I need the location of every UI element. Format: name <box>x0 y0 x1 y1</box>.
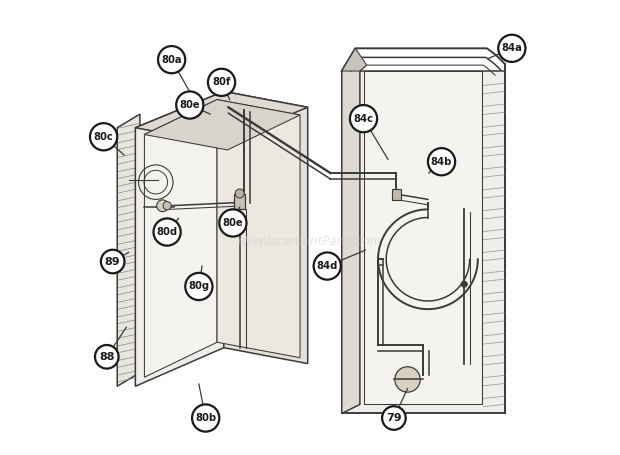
Text: 80b: 80b <box>195 413 216 423</box>
Circle shape <box>382 406 405 430</box>
Polygon shape <box>217 100 300 358</box>
Text: 84b: 84b <box>431 157 452 167</box>
Text: 80e: 80e <box>223 218 243 228</box>
Circle shape <box>350 105 377 132</box>
Circle shape <box>154 218 180 246</box>
Text: 80c: 80c <box>94 132 113 142</box>
Circle shape <box>157 200 169 212</box>
Text: 79: 79 <box>386 413 402 423</box>
Circle shape <box>235 189 244 198</box>
Circle shape <box>90 123 117 151</box>
Polygon shape <box>135 91 224 386</box>
Polygon shape <box>224 91 308 364</box>
Circle shape <box>314 253 341 280</box>
Circle shape <box>192 404 219 432</box>
Polygon shape <box>392 189 401 200</box>
Text: 84c: 84c <box>353 114 373 124</box>
Polygon shape <box>342 71 505 414</box>
Circle shape <box>208 69 235 96</box>
Text: 89: 89 <box>105 257 120 267</box>
Text: 88: 88 <box>99 352 115 362</box>
Circle shape <box>176 91 203 119</box>
Text: 80a: 80a <box>161 55 182 65</box>
Polygon shape <box>144 100 217 377</box>
Polygon shape <box>342 48 366 71</box>
Text: 80d: 80d <box>156 227 178 237</box>
Text: 84d: 84d <box>317 261 338 271</box>
Polygon shape <box>234 194 245 209</box>
Circle shape <box>158 46 185 73</box>
Polygon shape <box>144 100 300 150</box>
Circle shape <box>185 273 213 300</box>
Polygon shape <box>342 48 360 414</box>
Polygon shape <box>135 91 308 144</box>
Text: eReplacementParts.com: eReplacementParts.com <box>238 235 382 248</box>
Circle shape <box>101 250 125 273</box>
Circle shape <box>461 281 467 288</box>
Circle shape <box>498 35 526 62</box>
Circle shape <box>428 148 455 175</box>
Text: 80g: 80g <box>188 282 210 292</box>
Circle shape <box>95 345 118 369</box>
Text: 80f: 80f <box>213 77 231 87</box>
Text: 84a: 84a <box>502 43 522 53</box>
Circle shape <box>219 209 247 237</box>
Circle shape <box>163 202 171 210</box>
Text: 80e: 80e <box>179 100 200 110</box>
Circle shape <box>395 367 420 392</box>
Polygon shape <box>117 114 140 386</box>
Polygon shape <box>365 71 482 404</box>
